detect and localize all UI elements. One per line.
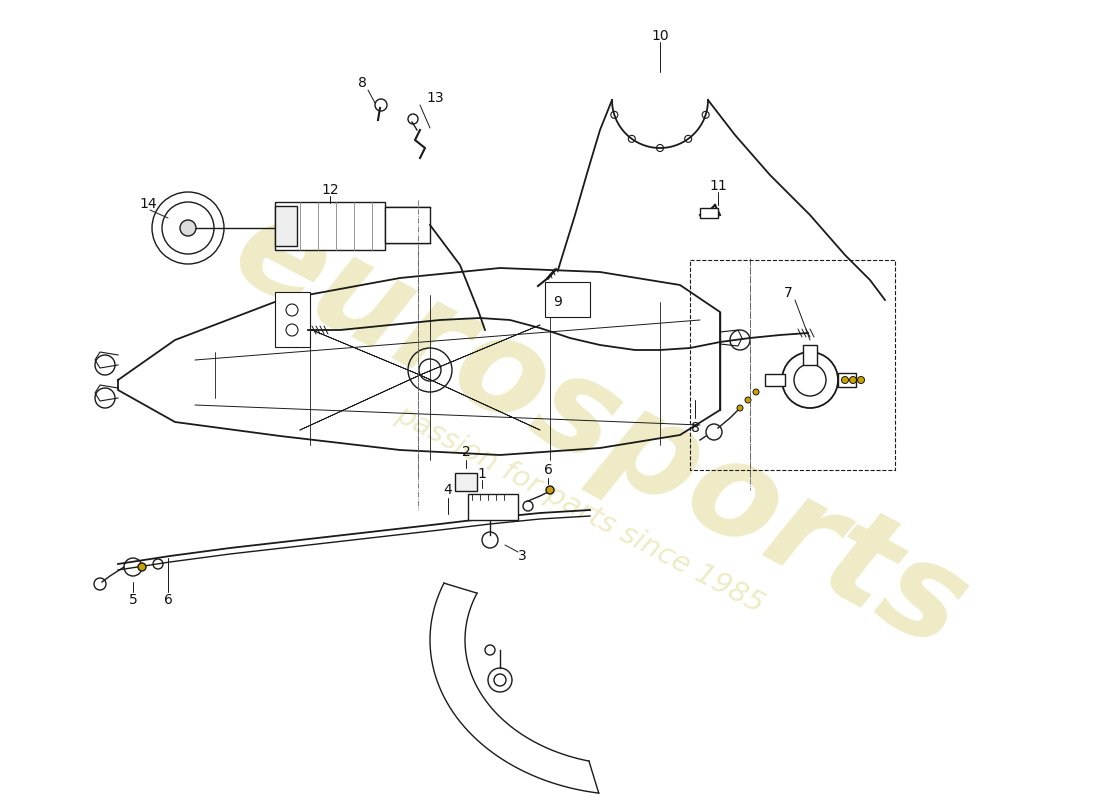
Circle shape [546, 486, 554, 494]
Text: 7: 7 [783, 286, 792, 300]
Bar [275, 202, 385, 250]
Text: 9: 9 [553, 295, 562, 309]
Text: eurosports: eurosports [212, 184, 988, 676]
Bar [764, 374, 785, 386]
Text: 8: 8 [691, 421, 700, 435]
Bar [803, 345, 817, 365]
Circle shape [180, 220, 196, 236]
Text: passion for parts since 1985: passion for parts since 1985 [392, 401, 769, 619]
Circle shape [745, 397, 751, 403]
Text: 5: 5 [129, 593, 138, 607]
Text: 12: 12 [321, 183, 339, 197]
Circle shape [849, 377, 857, 383]
Bar [838, 373, 856, 387]
Text: 3: 3 [518, 549, 527, 563]
Text: 13: 13 [426, 91, 443, 105]
Circle shape [858, 377, 865, 383]
Bar [385, 207, 430, 243]
Text: 6: 6 [164, 593, 173, 607]
Circle shape [737, 405, 742, 411]
Text: 4: 4 [443, 483, 452, 497]
Bar [275, 206, 297, 246]
Bar [275, 292, 310, 347]
Bar [468, 494, 518, 520]
Text: 2: 2 [462, 445, 471, 459]
Bar [544, 282, 590, 317]
Text: 11: 11 [710, 179, 727, 193]
Text: 8: 8 [358, 76, 366, 90]
Bar [455, 473, 477, 491]
Text: 6: 6 [543, 463, 552, 477]
Circle shape [138, 563, 146, 571]
Text: 14: 14 [140, 197, 157, 211]
Circle shape [754, 389, 759, 395]
Text: 10: 10 [651, 29, 669, 43]
Circle shape [842, 377, 848, 383]
Text: 1: 1 [477, 467, 486, 481]
Bar [700, 208, 718, 218]
